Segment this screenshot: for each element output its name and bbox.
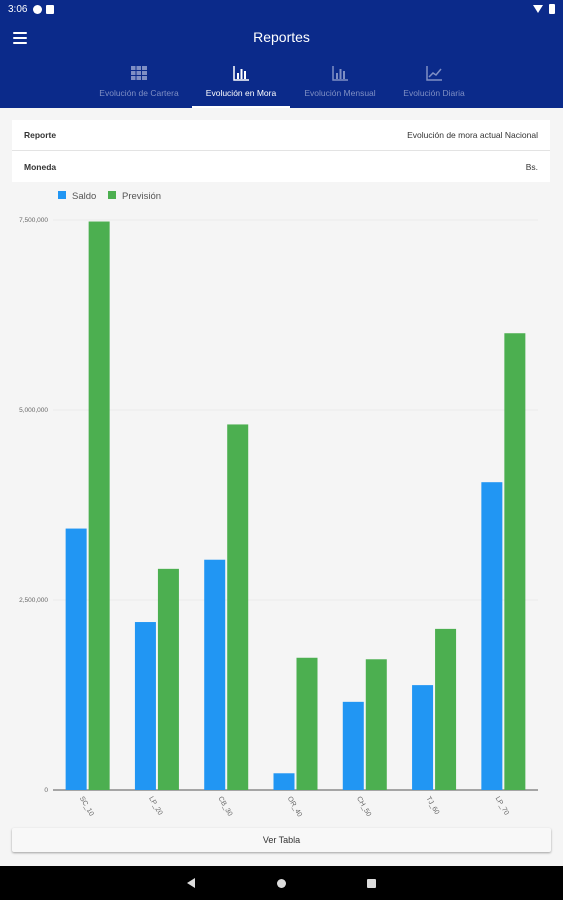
bar-previsin-lp_20 [157, 568, 179, 790]
legend-label: Previsión [122, 191, 161, 202]
legend-swatch [108, 191, 116, 199]
report-value: Evolución de mora actual Nacional [407, 130, 538, 140]
x-tick-label: LP_20 [147, 796, 163, 817]
report-row: Reporte Evolución de mora actual Naciona… [12, 120, 550, 151]
report-label: Reporte [24, 130, 57, 140]
x-tick-label: OR_40 [286, 796, 303, 819]
x-tick-label: CH_50 [355, 796, 372, 818]
bar-saldo-sc_10 [65, 528, 87, 790]
status-time: 3:06 [8, 3, 28, 15]
chart-svg: Saldo Previsión 0 2,500,000 5,000,000 7,500,0… [19, 191, 538, 819]
tab-evolucion-mensual[interactable]: Evolución Mensual [296, 61, 384, 108]
bar-saldo-ch_50 [342, 701, 364, 790]
currency-label: Moneda [24, 161, 57, 172]
wifi-icon [533, 5, 543, 13]
grid-table-icon [131, 66, 147, 80]
home-button[interactable] [261, 866, 301, 900]
bar-previsin-ch_50 [365, 659, 387, 790]
back-icon [187, 878, 195, 888]
x-tick-label: SC_10 [78, 796, 95, 818]
line-chart-icon [426, 66, 442, 81]
tab-bar: Evolución de Cartera Evolución en Mora E… [0, 61, 563, 108]
y-tick-label: 0 [44, 787, 48, 794]
navigation-bar [0, 866, 563, 900]
recents-button[interactable] [351, 866, 391, 900]
bar-saldo-cb_30 [204, 559, 226, 790]
tab-evolucion-diaria[interactable]: Evolución Diaria [395, 61, 473, 108]
home-icon [276, 878, 286, 888]
y-tick-label: 7,500,000 [19, 217, 48, 224]
bar-chart-icon [332, 66, 348, 81]
bar-previsin-sc_10 [88, 221, 110, 790]
bar-previsin-or_40 [296, 657, 318, 790]
notification-icon [33, 4, 43, 14]
bar-saldo-lp_70 [481, 482, 503, 790]
x-tick-label: LP_70 [494, 796, 510, 817]
report-info-card: Reporte Evolución de mora actual Naciona… [12, 120, 550, 182]
bar-chart-icon [233, 66, 249, 81]
sd-card-icon [46, 4, 55, 14]
bar-previsin-cb_30 [227, 424, 249, 790]
bar-previsin-tj_60 [435, 628, 457, 790]
legend-swatch [58, 191, 66, 199]
bar-saldo-lp_20 [134, 622, 156, 790]
x-tick-label: CB_30 [216, 796, 233, 818]
tab-evolucion-cartera[interactable]: Evolución de Cartera [91, 61, 187, 108]
back-button[interactable] [171, 866, 211, 900]
page-title: Reportes [253, 29, 310, 45]
status-bar: 3:06 [0, 0, 563, 18]
battery-icon [549, 4, 555, 14]
x-tick-label: TJ_60 [424, 796, 440, 816]
currency-value: Bs. [525, 161, 538, 172]
bar-saldo-tj_60 [412, 685, 434, 790]
recents-icon [366, 878, 376, 888]
bar-saldo-or_40 [273, 773, 295, 790]
tab-evolucion-mora[interactable]: Evolución en Mora [192, 61, 290, 108]
menu-icon[interactable] [13, 32, 27, 44]
y-tick-label: 2,500,000 [19, 597, 48, 604]
legend-label: Saldo [72, 191, 96, 202]
app-bar: Reportes Evolución de Cartera Evolución … [0, 18, 563, 108]
view-table-button[interactable]: Ver Tabla [12, 828, 551, 852]
bar-chart: Saldo Previsión 0 2,500,000 5,000,000 7,500,0… [0, 182, 563, 822]
y-tick-label: 5,000,000 [19, 407, 48, 414]
currency-row: Moneda Bs. [12, 151, 550, 182]
bar-previsin-lp_70 [504, 333, 526, 790]
